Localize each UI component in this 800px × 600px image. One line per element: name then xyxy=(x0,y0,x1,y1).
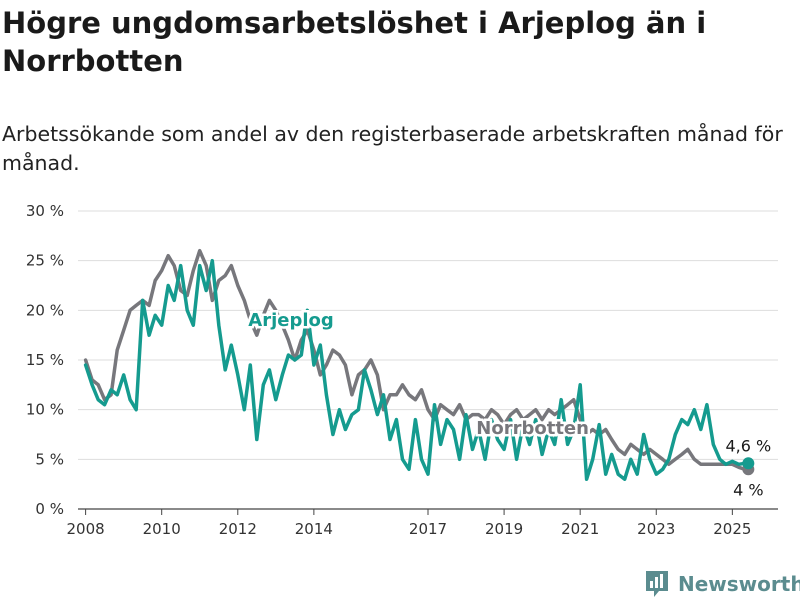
series-line-arjeplog xyxy=(83,258,751,481)
series-end-point-arjeplog xyxy=(742,457,755,470)
y-tick-label: 5 % xyxy=(35,450,64,468)
series-end-label-norrbotten: 4 % xyxy=(733,480,763,499)
y-tick-label: 20 % xyxy=(26,301,64,319)
line-chart: 0 % 5 % 10 % 15 % 20 % 25 % 30 % 2008 2010 2012 20… xyxy=(26,202,778,538)
y-tick-label: 15 % xyxy=(26,351,64,369)
series-end-label-arjeplog: 4,6 % xyxy=(725,436,771,455)
x-tick-label: 2017 xyxy=(409,520,447,538)
x-tick-label: 2019 xyxy=(485,520,523,538)
brand-name: Newsworthy xyxy=(678,572,800,596)
x-tick-label: 2014 xyxy=(295,520,333,538)
y-tick-label: 25 % xyxy=(26,252,64,270)
series-label-norrbotten: Norrbotten xyxy=(476,418,589,439)
chart-subtitle: Arbetssökande som andel av den registerb… xyxy=(2,122,783,175)
chart-title: Högre ungdomsarbetslöshet i Arjeplog än … xyxy=(2,6,707,78)
x-tick-label: 2025 xyxy=(713,520,751,538)
x-tick-label: 2021 xyxy=(561,520,599,538)
x-tick-label: 2023 xyxy=(637,520,675,538)
y-tick-label: 30 % xyxy=(26,202,64,220)
bar-chart-logo-icon xyxy=(646,571,668,597)
series-label-arjeplog: Arjeplog xyxy=(248,310,334,331)
brand-logo: Newsworthy xyxy=(644,568,800,600)
x-tick-label: 2008 xyxy=(67,520,105,538)
x-tick-label: 2010 xyxy=(143,520,181,538)
y-tick-label: 0 % xyxy=(35,500,64,518)
x-tick-label: 2012 xyxy=(219,520,257,538)
y-tick-label: 10 % xyxy=(26,401,64,419)
